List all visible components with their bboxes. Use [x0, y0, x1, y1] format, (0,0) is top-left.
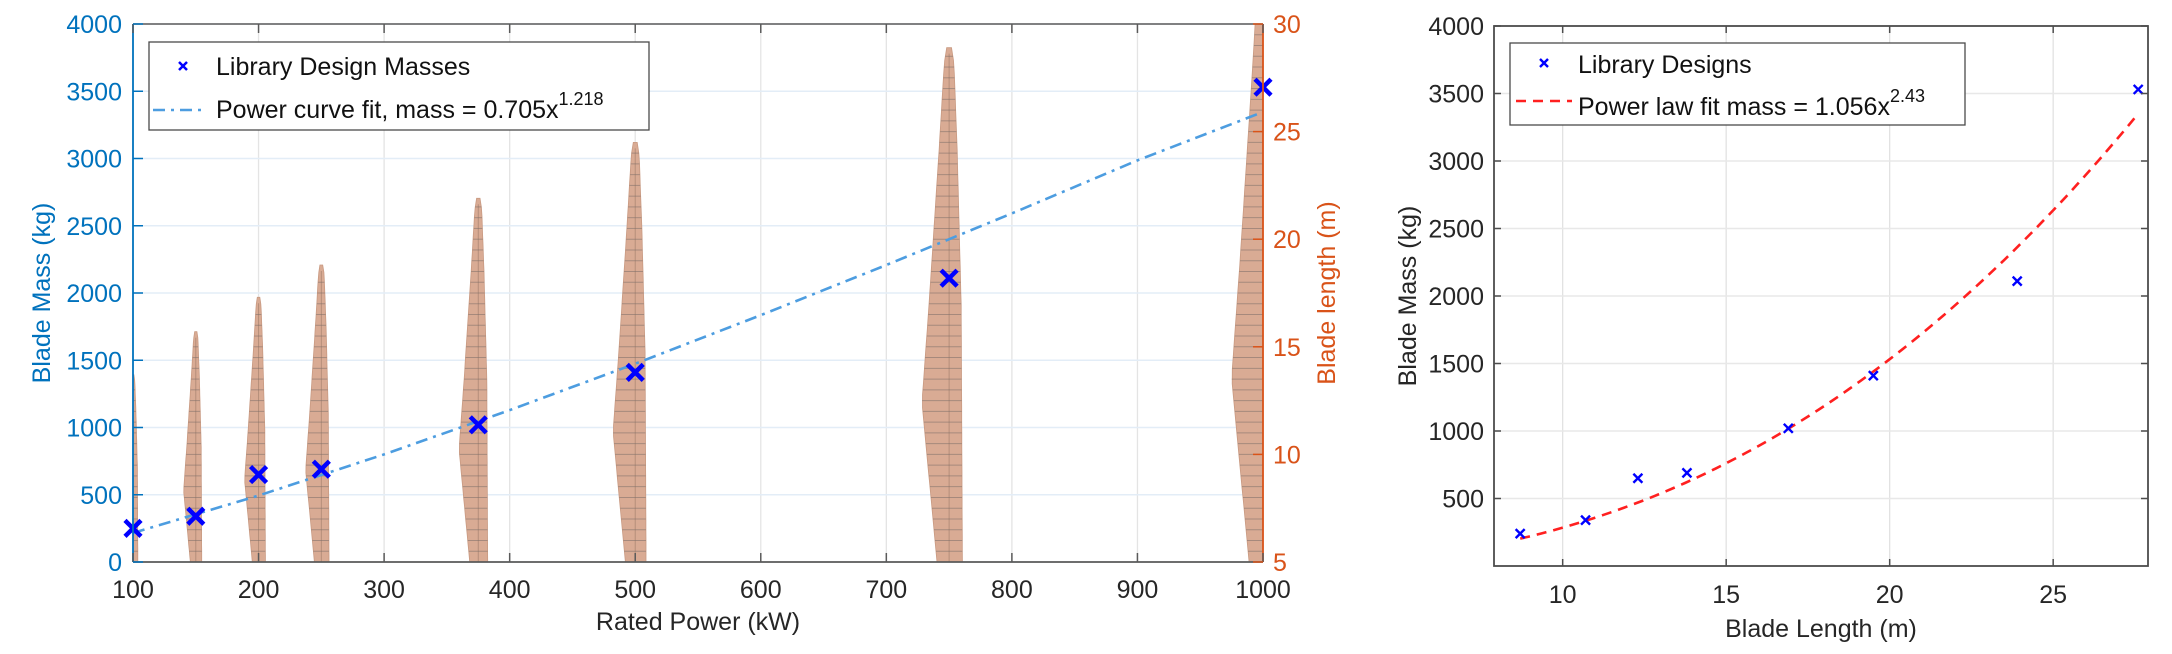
blade-shape [244, 296, 266, 562]
data-marker [1580, 514, 1591, 526]
y-tick-label: 1000 [1428, 418, 1484, 446]
blade-shape [458, 197, 489, 562]
x-tick-label: 400 [489, 576, 531, 604]
y-tick-label: 1000 [66, 415, 122, 443]
y-tick-label: 4000 [1428, 13, 1484, 41]
y-axis-label: Blade Mass (kg) [28, 203, 56, 384]
mass-vs-power-chart: 100 200 300 400 500 600 700 800 900 1000 0 500 1000 1… [28, 11, 1341, 636]
y-tick-label: 3500 [66, 78, 122, 106]
x-tick-label: 300 [363, 576, 405, 604]
y2-tick-label: 5 [1273, 549, 1287, 577]
x-axis-label: Rated Power (kW) [596, 608, 800, 636]
blade-shape [183, 331, 203, 562]
legend-fit-exponent: 2.43 [1890, 86, 1925, 106]
data-marker [625, 362, 645, 382]
x-tick-label: 600 [740, 576, 782, 604]
x-tick-label: 900 [1117, 576, 1159, 604]
y-axis-label: Blade Mass (kg) [1394, 206, 1422, 387]
x-axis-label: Blade Length (m) [1725, 615, 1917, 643]
y-tick-label: 500 [80, 482, 122, 510]
blade [458, 197, 489, 562]
blade [244, 296, 266, 562]
x-tick-label: 15 [1712, 581, 1740, 609]
y2-tick-label: 25 [1273, 119, 1301, 147]
x-tick-label: 800 [991, 576, 1033, 604]
x-tick-label: 10 [1549, 581, 1577, 609]
data-marker [939, 268, 959, 288]
y2-tick-label: 15 [1273, 334, 1301, 362]
data-marker [1867, 370, 1879, 381]
legend-label-fit: Power curve fit, mass = 0.705x1.218 [216, 89, 604, 124]
y2-axis-label: Blade length (m) [1313, 201, 1341, 384]
data-marker [1681, 467, 1693, 479]
x-tick-label: 200 [238, 576, 280, 604]
blade-shape [613, 141, 647, 562]
data-marker [1514, 528, 1526, 539]
y2-tick-label: 10 [1273, 441, 1301, 469]
y-tick-label: 1500 [1428, 351, 1484, 379]
legend-label-fit: Power law fit mass = 1.056x2.43 [1578, 86, 1925, 121]
blade-shape [1231, 24, 1263, 562]
blade-shape [922, 47, 963, 562]
blade [1231, 24, 1263, 562]
x-tick-label: 25 [2039, 581, 2067, 609]
y-tick-label: 2000 [1428, 283, 1484, 311]
y-tick-label: 500 [1442, 486, 1484, 514]
legend-marker-icon [1539, 58, 1549, 68]
y-tick-label: 2000 [66, 280, 122, 308]
y-tick-label: 4000 [66, 11, 122, 39]
blade-silhouettes [133, 24, 1263, 562]
data-marker [468, 415, 488, 435]
data-marker [186, 506, 206, 526]
y-tick-label: 3500 [1428, 81, 1484, 109]
legend-fit-text: Power law fit mass = 1.056x [1578, 93, 1890, 121]
blade [922, 47, 963, 562]
data-marker [2011, 275, 2023, 287]
data-marker [2132, 84, 2144, 95]
y2-tick-label: 20 [1273, 226, 1301, 254]
blade [183, 331, 203, 562]
legend-box [1509, 42, 1966, 126]
legend-fit-exponent: 1.218 [559, 89, 604, 109]
blade-shape [305, 264, 330, 562]
blade [613, 141, 647, 562]
x-tick-label: 500 [614, 576, 656, 604]
y-tick-label: 2500 [1428, 216, 1484, 244]
data-marker [1632, 472, 1644, 484]
x-tick-label: 700 [865, 576, 907, 604]
data-marker [248, 464, 269, 485]
blade [305, 264, 330, 562]
legend: Library Design Masses Power curve fit, ma… [148, 41, 650, 131]
legend-fit-text: Power curve fit, mass = 0.705x [216, 96, 559, 124]
y-tick-label: 1500 [66, 347, 122, 375]
legend: Library Designs Power law fit mass = 1.05… [1509, 42, 1966, 126]
y-tick-label: 2500 [66, 213, 122, 241]
legend-label-markers: Library Design Masses [216, 53, 470, 81]
y-tick-label: 0 [108, 549, 122, 577]
legend-marker-icon [178, 61, 188, 71]
x-tick-label: 100 [112, 576, 154, 604]
fit-line [132, 110, 1264, 535]
mass-vs-length-chart: 10 15 20 25 500 1000 1500 2000 2500 3000 3500 4000 B… [1394, 13, 2149, 643]
data-marker [311, 459, 331, 479]
x-tick-label: 1000 [1235, 576, 1291, 604]
y2-tick-label: 30 [1273, 11, 1301, 39]
x-tick-label: 20 [1876, 581, 1904, 609]
y-tick-label: 3000 [66, 146, 122, 174]
legend-label-markers: Library Designs [1578, 51, 1752, 79]
legend-box [148, 41, 650, 131]
y-tick-label: 3000 [1428, 148, 1484, 176]
fit-line [1519, 112, 2140, 540]
data-marker [1782, 422, 1794, 434]
